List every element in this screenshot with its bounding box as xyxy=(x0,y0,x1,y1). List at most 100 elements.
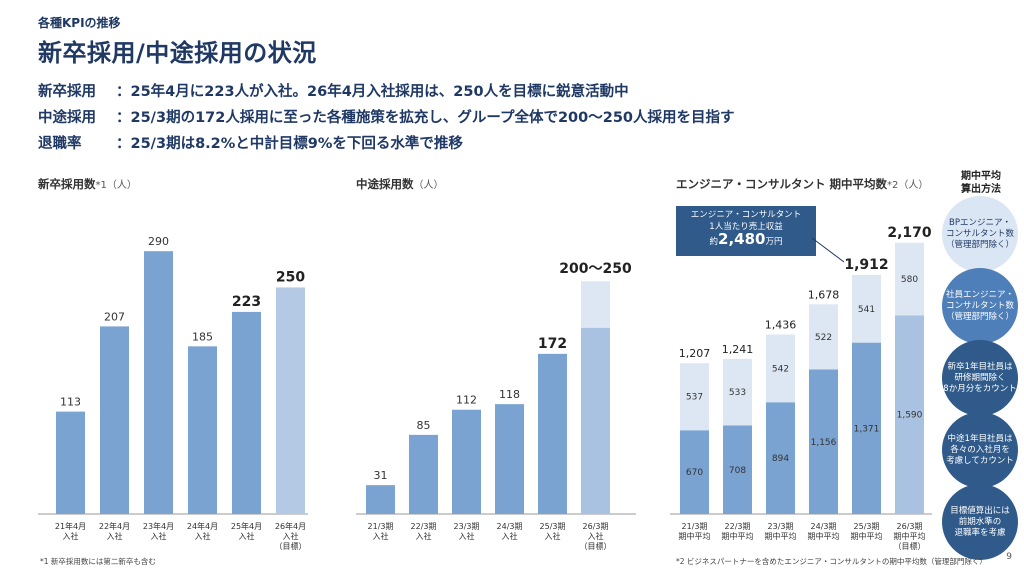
category-label: 入社 xyxy=(373,531,389,541)
callout-value: 2,480 xyxy=(718,230,766,248)
total-label: 2,170 xyxy=(887,225,932,241)
bar xyxy=(495,404,524,514)
category-label: 入社 xyxy=(63,531,79,541)
category-label: 期中平均 xyxy=(722,531,754,541)
summary-text: 25/3期は8.2%と中計目標9%を下回る水準で推移 xyxy=(130,136,463,152)
bar-segment-bp xyxy=(766,334,795,403)
footnote-1: *1 新卒採用数には第二新卒も含む xyxy=(40,557,156,566)
bar-target-base xyxy=(581,327,610,514)
data-label: 31 xyxy=(374,469,388,482)
category-label: 24/3期 xyxy=(497,522,523,531)
bar xyxy=(188,346,217,514)
category-label: （目標） xyxy=(894,541,926,551)
segment-label: 580 xyxy=(901,275,918,285)
category-label: 期中平均 xyxy=(894,531,926,541)
data-label: 207 xyxy=(104,310,125,323)
callout-line2: 1人当たり売上収益 xyxy=(709,222,783,232)
data-label: 250 xyxy=(276,269,305,285)
chart-title-engineers: エンジニア・コンサルタント 期中平均数*2（人） xyxy=(676,176,928,192)
category-label: 23/3期 xyxy=(768,522,794,531)
bar-segment-employees xyxy=(809,369,838,514)
summary-mid-career: 中途採用 ：25/3期の172人採用に至った各種施策を拡充し、グループ全体で200… xyxy=(38,106,735,127)
data-label: 113 xyxy=(60,396,81,409)
segment-label: 1,590 xyxy=(897,411,923,421)
category-label: （目標） xyxy=(580,541,612,551)
summary-label: 中途採用 xyxy=(38,110,96,126)
category-label: 期中平均 xyxy=(851,531,883,541)
summary-sep: ： xyxy=(116,84,131,100)
category-label: 入社 xyxy=(502,531,518,541)
bar xyxy=(144,251,173,514)
bar-segment-bp xyxy=(809,304,838,370)
category-label: 期中平均 xyxy=(808,531,840,541)
summary-label: 退職率 xyxy=(38,136,82,152)
bar xyxy=(232,311,261,514)
category-label: 入社 xyxy=(151,531,167,541)
category-label: 23年4月 xyxy=(143,521,174,531)
category-label: 23/3期 xyxy=(454,522,480,531)
category-label: 25/3期 xyxy=(854,522,880,531)
category-label: 26/3期 xyxy=(897,522,923,531)
total-label: 1,678 xyxy=(808,288,840,301)
segment-label: 541 xyxy=(858,305,875,315)
section-label: 各種KPIの推移 xyxy=(38,16,121,30)
bar xyxy=(100,326,129,514)
summary-sep: ： xyxy=(116,110,131,126)
bar-segment-bp xyxy=(895,242,924,316)
total-label: 1,912 xyxy=(844,257,888,273)
bar xyxy=(56,411,85,514)
bar-segment-employees xyxy=(852,342,881,514)
summary-text: 25年4月に223人が入社。26年4月入社採用は、250人を目標に鋭意活動中 xyxy=(130,84,629,100)
category-label: 期中平均 xyxy=(679,531,711,541)
chart-title-text: エンジニア・コンサルタント 期中平均数 xyxy=(676,177,888,191)
method-circle-mid-career-rule: 中途1年目社員は 各々の入社月を 考慮してカウント xyxy=(942,412,1018,488)
bar-segment-employees xyxy=(723,425,752,514)
method-title: 期中平均 算出方法 xyxy=(961,171,1001,195)
data-label: 223 xyxy=(232,294,261,310)
category-label: 22年4月 xyxy=(99,521,130,531)
callout-pointer-line xyxy=(811,237,845,263)
category-label: （目標） xyxy=(275,541,307,551)
chart-title-text: 新卒採用数 xyxy=(38,177,96,191)
revenue-per-head-callout: エンジニア・コンサルタント 1人当たり売上収益 約2,480万円 xyxy=(676,206,816,256)
segment-label: 542 xyxy=(772,364,789,374)
bar-segment-employees xyxy=(895,315,924,514)
bar-segment-bp xyxy=(680,363,709,431)
category-label: 22/3期 xyxy=(411,522,437,531)
category-label: 21年4月 xyxy=(55,521,86,531)
segment-label: 894 xyxy=(772,454,789,464)
category-label: 21/3期 xyxy=(682,522,708,531)
page-title: 新卒採用/中途採用の状況 xyxy=(38,39,317,67)
summary-new-grad: 新卒採用 ：25年4月に223人が入社。26年4月入社採用は、250人を目標に鋭意… xyxy=(38,80,629,101)
category-label: 期中平均 xyxy=(765,531,797,541)
summary-sep: ： xyxy=(116,136,131,152)
segment-label: 522 xyxy=(815,333,832,343)
category-label: 入社 xyxy=(545,531,561,541)
segment-label: 537 xyxy=(686,393,703,403)
method-circle-new-grad-rule: 新卒1年目社員は 研修期間除く 8か月分をカウント xyxy=(942,340,1018,416)
total-label: 1,436 xyxy=(765,319,797,332)
category-label: 22/3期 xyxy=(725,522,751,531)
category-label: 入社 xyxy=(239,531,255,541)
total-label: 1,241 xyxy=(722,343,754,356)
callout-suffix: 万円 xyxy=(765,237,783,247)
category-label: 入社 xyxy=(283,531,299,541)
category-label: 24/3期 xyxy=(811,522,837,531)
method-circle-target-rule: 目標値算出には 前期水準の 退職率を考慮 xyxy=(942,484,1018,560)
chart-title-unit: （人） xyxy=(413,180,444,191)
chart-title-text: 中途採用数 xyxy=(356,177,414,191)
data-label: 200～250 xyxy=(559,261,632,277)
bar-segment-bp xyxy=(852,275,881,343)
category-label: 26年4月 xyxy=(275,521,306,531)
data-label: 85 xyxy=(417,419,431,432)
category-label: 入社 xyxy=(195,531,211,541)
method-circle-employees: 社員エンジニア・ コンサルタント数 （管理部門除く） xyxy=(942,268,1018,344)
bar xyxy=(538,353,567,514)
bar xyxy=(452,409,481,514)
chart-title-unit: （人） xyxy=(106,180,137,191)
chart-title-new-grad: 新卒採用数*1（人） xyxy=(38,176,137,192)
data-label: 290 xyxy=(148,235,169,248)
